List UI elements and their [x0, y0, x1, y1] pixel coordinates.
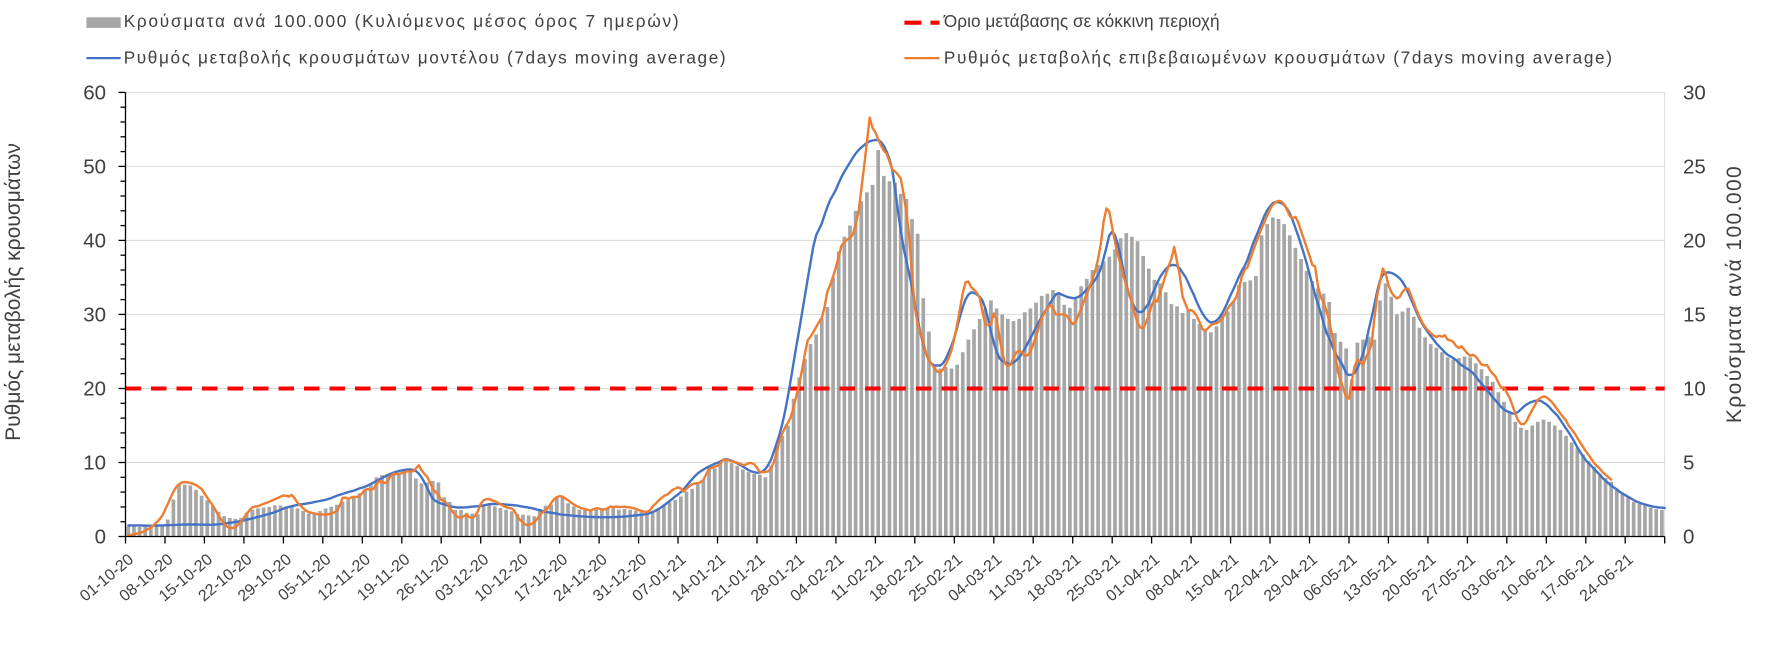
- svg-text:10: 10: [83, 452, 106, 475]
- svg-text:30: 30: [83, 303, 106, 326]
- svg-text:15: 15: [1683, 303, 1706, 326]
- svg-text:Όριο μετάβασης σε κόκκινη περι: Όριο μετάβασης σε κόκκινη περιοχή: [943, 11, 1220, 31]
- svg-text:5: 5: [1683, 452, 1694, 475]
- svg-text:Ρυθμός μεταβολής επιβεβαιωμένω: Ρυθμός μεταβολής επιβεβαιωμένων κρουσμάτ…: [944, 48, 1614, 68]
- svg-text:Κρούσματα ανά 100.000 (Κυλιόμε: Κρούσματα ανά 100.000 (Κυλιόμενος μέσος …: [124, 11, 681, 31]
- svg-text:0: 0: [95, 526, 106, 549]
- svg-text:40: 40: [83, 229, 106, 252]
- svg-text:50: 50: [83, 155, 106, 178]
- svg-text:25: 25: [1683, 155, 1706, 178]
- svg-text:10: 10: [1683, 378, 1706, 401]
- svg-text:0: 0: [1683, 526, 1694, 549]
- svg-text:60: 60: [83, 81, 106, 104]
- svg-text:20: 20: [1683, 229, 1706, 252]
- svg-text:20: 20: [83, 378, 106, 401]
- svg-text:Κρούσματα ανά 100.000: Κρούσματα ανά 100.000: [1723, 165, 1746, 423]
- svg-text:Ρυθμός μεταβολής κρουσμάτων μο: Ρυθμός μεταβολής κρουσμάτων μοντέλου (7d…: [124, 48, 728, 68]
- svg-text:Ρυθμός μεταβολής κρουσμάτων: Ρυθμός μεταβολής κρουσμάτων: [2, 143, 25, 441]
- svg-text:30: 30: [1683, 81, 1706, 104]
